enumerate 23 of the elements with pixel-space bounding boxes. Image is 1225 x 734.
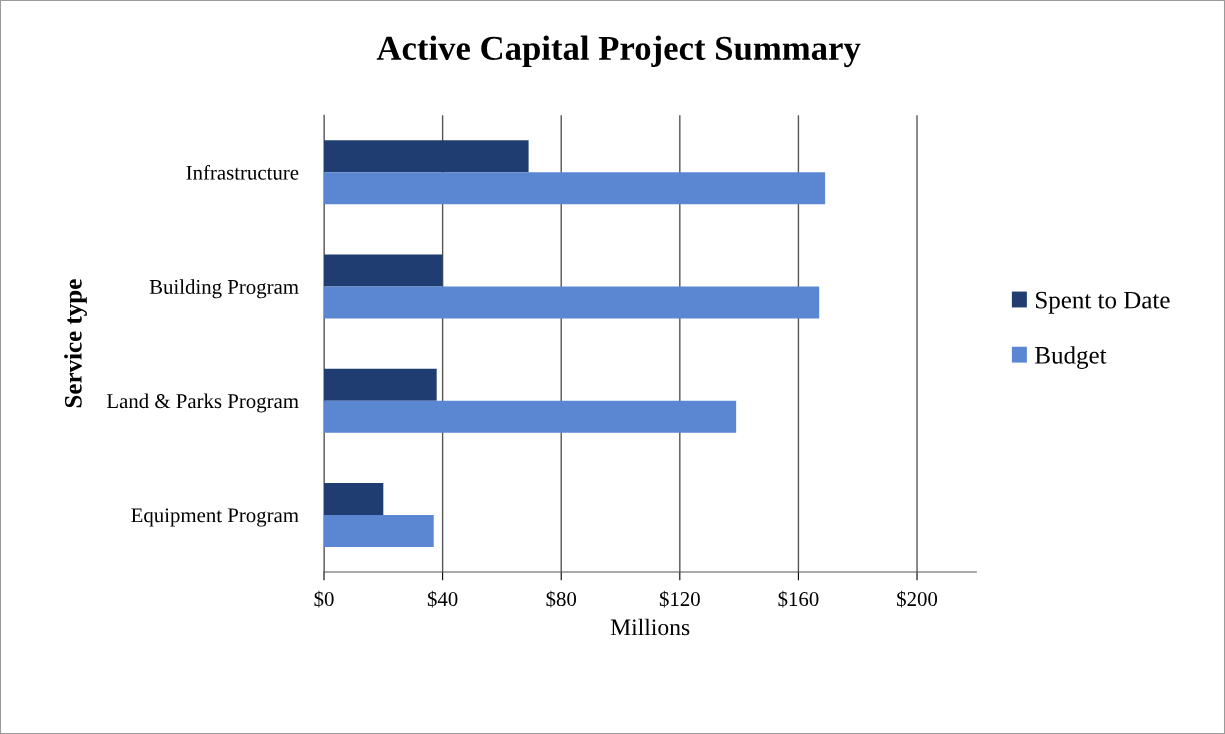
bar	[324, 254, 443, 287]
y-tick-label: Equipment Program	[131, 508, 299, 527]
bar	[324, 140, 529, 173]
bar	[324, 400, 737, 433]
y-tick-label: Land & Parks Program	[106, 393, 299, 413]
x-tick-label: $200	[897, 590, 938, 608]
legend-label: Budget	[1035, 346, 1107, 369]
x-axis-title: Millions	[610, 618, 690, 636]
x-tick-label: $160	[778, 590, 819, 608]
y-axis-title: Service type	[64, 279, 87, 408]
x-tick-label: $0	[314, 590, 334, 608]
y-tick-label: Building Program	[149, 279, 299, 299]
bar	[324, 172, 826, 205]
chart-title: Active Capital Project Summary	[376, 35, 861, 68]
bar	[324, 482, 384, 515]
legend-label: Spent to Date	[1036, 291, 1170, 314]
y-tick-label: Infrastructure	[186, 164, 299, 180]
bar	[324, 514, 434, 547]
x-tick-label: $80	[546, 590, 577, 608]
bar	[324, 368, 437, 401]
bar	[324, 286, 820, 319]
x-tick-label: $120	[659, 590, 700, 608]
x-tick-label: $40	[427, 590, 458, 608]
